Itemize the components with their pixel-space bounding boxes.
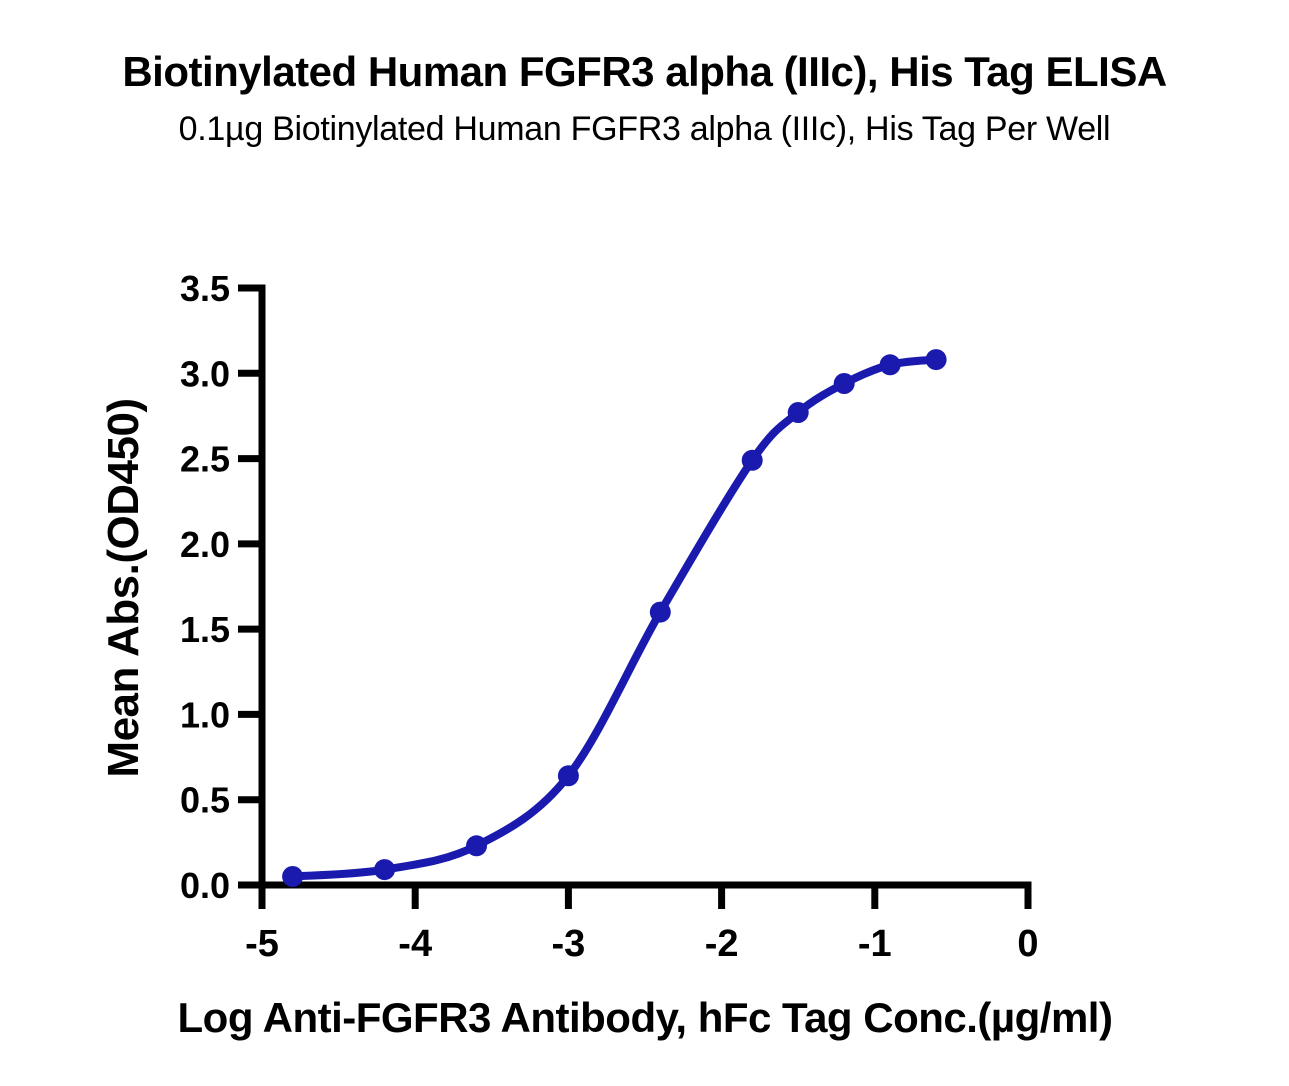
x-tick-label: -3 [552,923,586,965]
data-point [374,859,396,881]
y-tick-label: 2.5 [180,439,230,480]
data-point [833,373,855,394]
y-ticks [238,284,262,889]
y-tick-label: 3.0 [180,353,230,394]
y-tick-label: 2.0 [180,524,230,565]
data-point [879,354,901,376]
x-tick-label: -5 [245,923,279,965]
x-tick-label: -4 [398,923,432,965]
y-tick-labels: 0.0 0.5 1.0 1.5 2.0 2.5 3.0 3.5 [180,268,230,906]
axes [258,284,1032,889]
fit-curve [288,355,941,881]
x-tick-label: -1 [858,923,892,965]
data-point [787,402,809,423]
y-tick-label: 1.0 [180,694,230,735]
data-points [282,349,947,887]
y-tick-label: 3.5 [180,268,230,309]
y-tick-label: 0.5 [180,780,230,821]
data-point [466,835,487,857]
y-tick-label: 0.0 [180,865,230,906]
x-tick-label: 0 [1017,923,1038,965]
x-tick-labels: -5 -4 -3 -2 -1 0 [245,923,1038,965]
data-point [557,765,579,787]
x-ticks [258,885,1032,909]
chart-title: Biotinylated Human FGFR3 alpha (IIIc), H… [122,48,1167,95]
x-axis-label: Log Anti-FGFR3 Antibody, hFc Tag Conc.(µ… [178,994,1113,1041]
y-tick-label: 1.5 [180,609,230,650]
x-tick-label: -2 [705,923,739,965]
data-point [741,449,763,471]
data-point [282,866,304,887]
data-point [649,601,671,623]
y-axis-label: Mean Abs.(OD450) [99,398,148,777]
chart-subtitle: 0.1µg Biotinylated Human FGFR3 alpha (II… [178,110,1111,148]
data-point [925,349,947,371]
